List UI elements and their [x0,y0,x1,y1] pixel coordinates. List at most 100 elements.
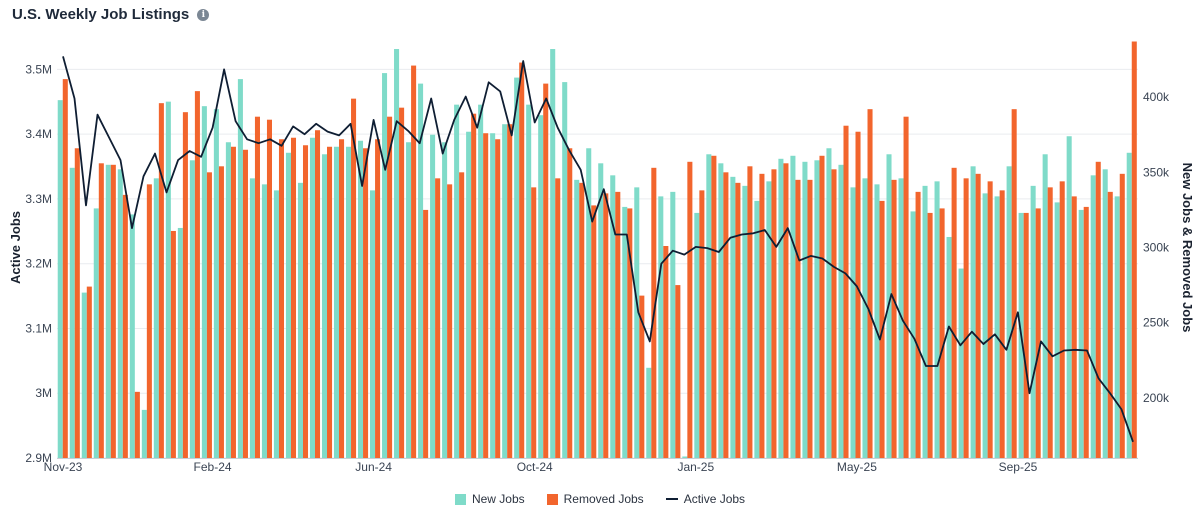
bar-removed-jobs[interactable] [471,113,477,459]
bar-new-jobs[interactable] [874,184,880,458]
bar-new-jobs[interactable] [994,196,1000,458]
bar-removed-jobs[interactable] [314,130,321,458]
bar-removed-jobs[interactable] [375,139,381,458]
bar-removed-jobs[interactable] [1119,173,1125,458]
bar-removed-jobs[interactable] [939,208,945,458]
bar-new-jobs[interactable] [406,142,412,458]
active-jobs-line[interactable] [62,56,1134,443]
bar-removed-jobs[interactable] [927,212,933,458]
legend-active-jobs[interactable]: Active Jobs [665,492,745,506]
bar-removed-jobs[interactable] [242,149,248,458]
bar-removed-jobs[interactable] [62,79,68,458]
bar-new-jobs[interactable] [321,154,328,458]
bar-new-jobs[interactable] [982,193,988,458]
bar-new-jobs[interactable] [249,178,255,459]
bar-new-jobs[interactable] [802,161,808,458]
bar-new-jobs[interactable] [766,181,772,459]
bar-new-jobs[interactable] [382,73,388,458]
bar-removed-jobs[interactable] [675,285,681,458]
bar-new-jobs[interactable] [370,190,376,458]
bar-removed-jobs[interactable] [278,139,285,458]
bar-new-jobs[interactable] [694,212,700,458]
bar-removed-jobs[interactable] [266,119,272,459]
bar-removed-jobs[interactable] [627,208,633,458]
bar-new-jobs[interactable] [646,367,652,458]
bar-new-jobs[interactable] [718,163,724,459]
bar-new-jobs[interactable] [934,181,940,459]
bar-new-jobs[interactable] [442,142,448,458]
bar-removed-jobs[interactable] [110,164,116,458]
info-icon[interactable]: i [197,8,210,21]
bar-removed-jobs[interactable] [122,194,128,458]
bar-new-jobs[interactable] [610,175,616,459]
bar-new-jobs[interactable] [946,236,952,458]
bar-removed-jobs[interactable] [351,98,357,459]
bar-removed-jobs[interactable] [1071,196,1077,458]
bar-new-jobs[interactable] [598,163,604,459]
bar-removed-jobs[interactable] [723,172,729,459]
bar-new-jobs[interactable] [790,155,796,458]
bar-removed-jobs[interactable] [327,146,333,458]
bar-removed-jobs[interactable] [759,173,765,458]
bar-removed-jobs[interactable] [483,133,489,458]
bar-removed-jobs[interactable] [170,230,176,458]
bar-removed-jobs[interactable] [1095,161,1101,458]
bar-new-jobs[interactable] [1030,185,1036,458]
bar-new-jobs[interactable] [466,131,472,458]
bar-removed-jobs[interactable] [1059,181,1065,459]
bar-new-jobs[interactable] [394,49,400,459]
bar-new-jobs[interactable] [418,83,424,458]
bar-removed-jobs[interactable] [411,65,417,458]
bar-removed-jobs[interactable] [963,178,969,459]
bar-new-jobs[interactable] [742,185,748,458]
bar-removed-jobs[interactable] [855,131,861,458]
bar-removed-jobs[interactable] [819,155,825,458]
bar-removed-jobs[interactable] [603,193,609,458]
bar-new-jobs[interactable] [778,158,784,458]
bar-removed-jobs[interactable] [1011,109,1017,459]
bar-removed-jobs[interactable] [987,181,993,459]
legend-removed-jobs[interactable]: Removed Jobs [546,492,644,506]
bar-new-jobs[interactable] [634,187,640,458]
bar-new-jobs[interactable] [273,190,279,458]
bar-removed-jobs[interactable] [579,182,585,458]
bar-removed-jobs[interactable] [699,190,705,458]
bar-removed-jobs[interactable] [843,125,849,458]
bar-new-jobs[interactable] [237,79,243,458]
bar-new-jobs[interactable] [189,160,195,459]
bar-removed-jobs[interactable] [975,173,981,458]
bar-new-jobs[interactable] [201,106,207,459]
bar-new-jobs[interactable] [562,82,568,458]
bar-new-jobs[interactable] [1042,154,1048,458]
bar-removed-jobs[interactable] [98,163,104,459]
bar-new-jobs[interactable] [754,200,760,458]
bar-removed-jobs[interactable] [807,179,813,458]
bar-removed-jobs[interactable] [1023,212,1029,458]
bar-new-jobs[interactable] [838,164,844,458]
bar-new-jobs[interactable] [502,124,508,458]
bar-new-jobs[interactable] [970,166,976,459]
legend-new-jobs[interactable]: New Jobs [454,492,525,506]
bar-new-jobs[interactable] [514,77,520,458]
bar-new-jobs[interactable] [153,178,159,459]
bar-removed-jobs[interactable] [591,205,597,458]
bar-removed-jobs[interactable] [254,116,260,459]
bar-new-jobs[interactable] [297,182,303,458]
bar-new-jobs[interactable] [1006,166,1012,459]
bar-removed-jobs[interactable] [1035,208,1041,458]
bar-new-jobs[interactable] [141,409,147,458]
bar-removed-jobs[interactable] [290,137,297,458]
bar-new-jobs[interactable] [814,160,820,459]
bar-new-jobs[interactable] [117,169,123,459]
bar-new-jobs[interactable] [129,214,135,458]
bar-new-jobs[interactable] [730,176,736,458]
bar-new-jobs[interactable] [1090,175,1096,459]
bar-removed-jobs[interactable] [339,139,345,458]
bar-new-jobs[interactable] [658,196,664,458]
bar-removed-jobs[interactable] [423,209,429,458]
bar-new-jobs[interactable] [93,208,99,458]
bar-removed-jobs[interactable] [399,107,405,459]
bar-removed-jobs[interactable] [663,245,669,458]
bar-removed-jobs[interactable] [363,148,369,458]
bar-removed-jobs[interactable] [194,91,200,458]
